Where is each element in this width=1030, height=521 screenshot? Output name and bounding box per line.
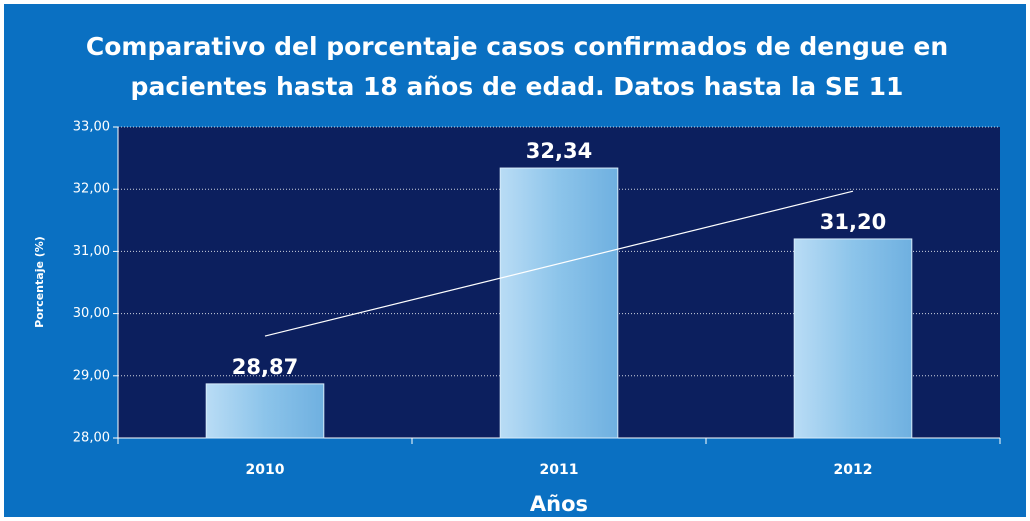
x-axis-label: Años: [530, 492, 588, 516]
data-label: 28,87: [232, 355, 298, 379]
y-tick-label: 30,00: [73, 306, 110, 321]
x-tick-label: 2010: [246, 462, 285, 478]
data-label: 31,20: [820, 210, 886, 234]
bar: [499, 167, 619, 439]
y-tick-label: 28,00: [73, 431, 110, 446]
y-tick-label: 32,00: [73, 182, 110, 197]
bar: [793, 238, 913, 439]
bar: [205, 383, 325, 439]
trendline: [264, 190, 854, 337]
y-axis-label: Porcentaje (%): [33, 236, 46, 328]
y-tick-label: 31,00: [73, 244, 110, 259]
chart-title: pacientes hasta 18 años de edad. Datos h…: [131, 72, 904, 101]
data-label: 32,34: [526, 139, 592, 163]
y-tick-label: 33,00: [73, 120, 110, 135]
x-tick-label: 2011: [540, 462, 579, 478]
chart-title: Comparativo del porcentaje casos confirm…: [86, 32, 948, 61]
y-tick-label: 29,00: [73, 368, 110, 383]
x-tick-label: 2012: [834, 462, 873, 478]
